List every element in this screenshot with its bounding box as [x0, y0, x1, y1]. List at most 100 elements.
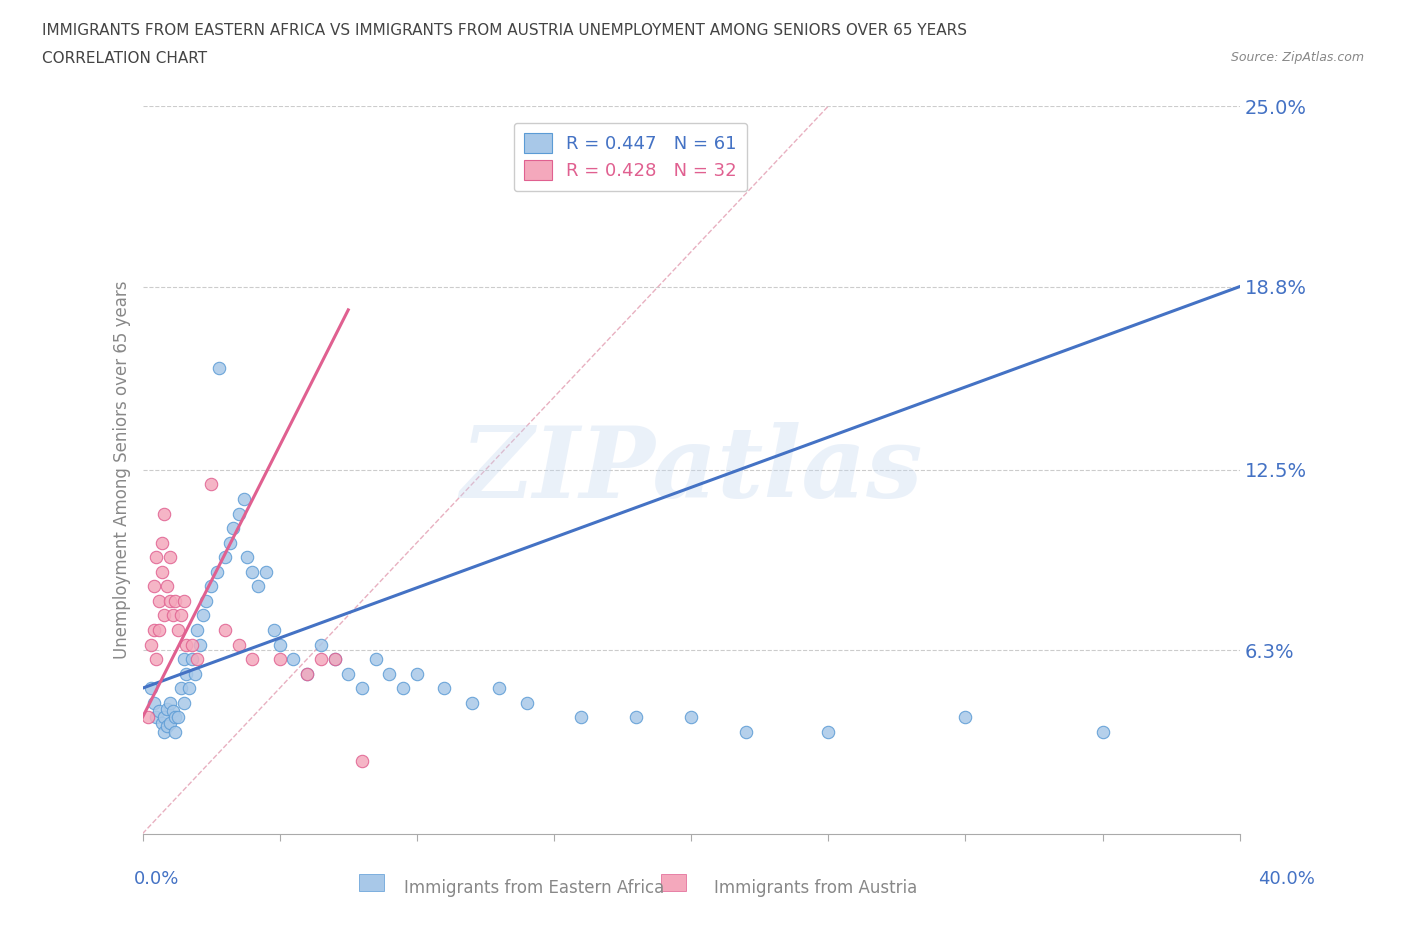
Point [194, 593, 217, 608]
Text: 0.0%: 0.0% [134, 870, 179, 887]
Point [392, 681, 415, 696]
Point [191, 608, 214, 623]
Point [180, 652, 202, 667]
Point [337, 666, 360, 681]
Point [173, 696, 195, 711]
Point [208, 361, 231, 376]
Point [142, 622, 165, 637]
Point [148, 622, 170, 637]
Point [269, 652, 291, 667]
Point [153, 710, 176, 724]
Point [246, 578, 269, 593]
Point [150, 536, 173, 551]
Point [173, 652, 195, 667]
Point [200, 578, 222, 593]
Point [488, 681, 510, 696]
Point [167, 622, 190, 637]
Point [150, 565, 173, 579]
Point [240, 652, 263, 667]
Point [433, 681, 456, 696]
Point [148, 593, 170, 608]
Point [236, 550, 259, 565]
Point [515, 696, 537, 711]
Point [188, 637, 211, 652]
Point [176, 637, 198, 652]
Point [405, 666, 427, 681]
Point [378, 666, 401, 681]
Point [139, 637, 162, 652]
Point [165, 710, 187, 724]
Point [1091, 724, 1114, 739]
Point [186, 622, 208, 637]
Point [295, 666, 318, 681]
Point [148, 704, 170, 719]
Point [269, 637, 291, 652]
Point [460, 696, 482, 711]
Point [180, 637, 202, 652]
Point [254, 565, 277, 579]
Text: IMMIGRANTS FROM EASTERN AFRICA VS IMMIGRANTS FROM AUSTRIA UNEMPLOYMENT AMONG SEN: IMMIGRANTS FROM EASTERN AFRICA VS IMMIGR… [42, 23, 967, 38]
Point [170, 608, 193, 623]
Point [165, 724, 187, 739]
Point [240, 565, 263, 579]
Point [364, 652, 387, 667]
Text: 40.0%: 40.0% [1258, 870, 1315, 887]
Point [159, 550, 181, 565]
Point [145, 652, 167, 667]
Point [139, 681, 162, 696]
Point [681, 710, 703, 724]
Point [955, 710, 977, 724]
Text: CORRELATION CHART: CORRELATION CHART [42, 51, 207, 66]
Point [283, 652, 305, 667]
Point [142, 578, 165, 593]
Text: Immigrants from Eastern Africa: Immigrants from Eastern Africa [404, 879, 665, 897]
Point [156, 701, 179, 716]
Point [233, 492, 256, 507]
Point [323, 652, 346, 667]
Y-axis label: Unemployment Among Seniors over 65 years: Unemployment Among Seniors over 65 years [114, 281, 131, 659]
Point [309, 652, 332, 667]
Point [170, 681, 193, 696]
Point [350, 681, 373, 696]
Point [173, 593, 195, 608]
Point [145, 550, 167, 565]
Point [569, 710, 592, 724]
Text: Source: ZipAtlas.com: Source: ZipAtlas.com [1230, 51, 1364, 64]
Point [263, 622, 285, 637]
Point [200, 477, 222, 492]
Point [159, 696, 181, 711]
Point [350, 753, 373, 768]
Point [176, 666, 198, 681]
Point [735, 724, 758, 739]
Point [136, 710, 159, 724]
Text: Immigrants from Austria: Immigrants from Austria [714, 879, 917, 897]
Point [162, 608, 184, 623]
Point [186, 652, 208, 667]
Point [145, 710, 167, 724]
Point [228, 637, 250, 652]
Point [162, 704, 184, 719]
Point [165, 593, 187, 608]
Point [626, 710, 648, 724]
Point [309, 637, 332, 652]
Point [156, 719, 179, 734]
Point [214, 550, 236, 565]
Point [323, 652, 346, 667]
Legend: R = 0.447   N = 61, R = 0.428   N = 32: R = 0.447 N = 61, R = 0.428 N = 32 [513, 123, 748, 192]
Point [214, 622, 236, 637]
Point [159, 593, 181, 608]
Point [153, 724, 176, 739]
Point [153, 608, 176, 623]
Point [228, 506, 250, 521]
Point [817, 724, 839, 739]
Point [156, 578, 179, 593]
Point [167, 710, 190, 724]
Point [153, 506, 176, 521]
Point [295, 666, 318, 681]
Point [222, 521, 245, 536]
Point [159, 716, 181, 731]
Point [150, 716, 173, 731]
Point [219, 536, 242, 551]
Point [205, 565, 228, 579]
Point [142, 696, 165, 711]
